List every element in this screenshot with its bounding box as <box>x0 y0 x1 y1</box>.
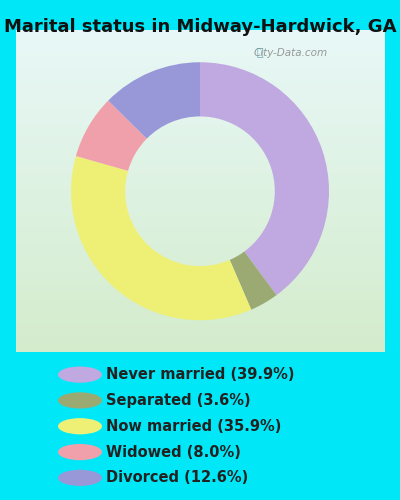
Text: City-Data.com: City-Data.com <box>253 48 327 58</box>
Text: Separated (3.6%): Separated (3.6%) <box>106 393 251 408</box>
Circle shape <box>58 470 102 486</box>
Text: Divorced (12.6%): Divorced (12.6%) <box>106 470 248 486</box>
Circle shape <box>58 366 102 382</box>
Text: ⓘ: ⓘ <box>256 48 263 58</box>
Wedge shape <box>76 100 147 171</box>
Text: Marital status in Midway-Hardwick, GA: Marital status in Midway-Hardwick, GA <box>4 18 396 36</box>
Circle shape <box>58 418 102 434</box>
Wedge shape <box>108 62 200 138</box>
Wedge shape <box>71 156 251 320</box>
Circle shape <box>58 392 102 408</box>
Wedge shape <box>200 62 329 295</box>
Wedge shape <box>230 252 276 310</box>
Text: Widowed (8.0%): Widowed (8.0%) <box>106 444 241 460</box>
Text: Never married (39.9%): Never married (39.9%) <box>106 367 294 382</box>
Text: Now married (35.9%): Now married (35.9%) <box>106 419 281 434</box>
Circle shape <box>58 444 102 460</box>
